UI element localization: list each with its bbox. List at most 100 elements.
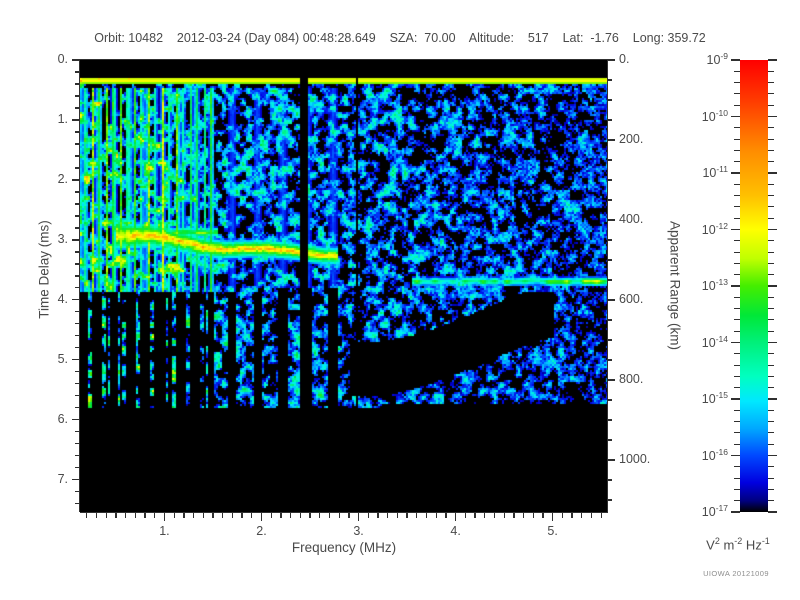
y-tick-minor bbox=[75, 443, 80, 445]
header-metadata-line: Orbit: 10482 2012-03-24 (Day 084) 00:48:… bbox=[94, 31, 706, 45]
y2-tick-label: 0. bbox=[619, 52, 630, 66]
y-tick-minor bbox=[72, 179, 80, 181]
plot-top-border bbox=[80, 59, 608, 61]
colorbar-tick-minor bbox=[734, 104, 740, 106]
y2-tick-label: 1000. bbox=[619, 452, 651, 466]
y-tick-minor bbox=[75, 71, 80, 73]
y-tick-minor bbox=[72, 479, 80, 481]
x-tick-minor bbox=[493, 512, 496, 518]
y2-tick-minor bbox=[607, 319, 612, 321]
colorbar-tick-minor bbox=[768, 82, 774, 84]
x-tick-minor bbox=[552, 512, 554, 521]
colorbar-tick-minor bbox=[734, 70, 740, 72]
x-tick-minor bbox=[387, 512, 389, 518]
y-tick-minor bbox=[75, 263, 80, 265]
x-tick-minor bbox=[173, 512, 175, 518]
colorbar-tick-minor bbox=[768, 353, 774, 355]
y2-tick-label: 400. bbox=[619, 212, 644, 226]
colorbar-tick bbox=[731, 341, 740, 344]
x-tick-minor bbox=[338, 512, 340, 518]
colorbar-tick-minor bbox=[768, 138, 774, 140]
y-tick-minor bbox=[75, 347, 80, 349]
colorbar-tick-minor bbox=[734, 149, 740, 151]
colorbar-tick bbox=[768, 511, 777, 513]
y-tick-minor bbox=[75, 491, 80, 493]
colorbar-tick-minor bbox=[768, 296, 774, 298]
x-tick-minor bbox=[357, 512, 360, 521]
x-tick-minor bbox=[154, 512, 156, 518]
colorbar-tick-minor bbox=[768, 364, 774, 366]
colorbar-tick bbox=[731, 285, 740, 287]
y2-tick-minor bbox=[607, 79, 612, 81]
y2-tick-minor bbox=[607, 179, 612, 181]
colorbar-tick-minor bbox=[768, 93, 774, 95]
x-tick-minor bbox=[144, 512, 146, 518]
colorbar-tick-minor bbox=[734, 240, 740, 242]
x-tick-minor bbox=[192, 512, 195, 518]
colorbar-tick-minor bbox=[768, 217, 774, 219]
y2-tick-label: 600. bbox=[619, 292, 644, 306]
x-tick-minor bbox=[425, 512, 428, 518]
colorbar-tick bbox=[768, 398, 777, 400]
x-tick-minor bbox=[299, 512, 301, 518]
colorbar-tick-minor bbox=[734, 330, 740, 332]
y-tick-minor bbox=[75, 371, 80, 373]
colorbar-tick-minor bbox=[734, 127, 740, 129]
colorbar-tick-minor bbox=[768, 319, 774, 321]
y-tick-minor bbox=[75, 395, 80, 397]
colorbar-tick-minor bbox=[734, 296, 740, 298]
x-tick-minor bbox=[377, 512, 379, 518]
y-tick-minor bbox=[72, 59, 80, 61]
x-tick-label: 5. bbox=[547, 524, 558, 538]
y-tick-minor bbox=[75, 167, 80, 169]
y-tick-minor bbox=[75, 251, 80, 253]
x-tick-minor bbox=[406, 512, 408, 518]
colorbar-tick-label: 10-13 bbox=[701, 277, 728, 294]
colorbar-tick-minor bbox=[734, 500, 740, 502]
y-tick-label: 3. bbox=[57, 231, 68, 246]
y2-tick-minor bbox=[607, 279, 612, 281]
colorbar-tick-minor bbox=[768, 477, 774, 479]
colorbar-tick-minor bbox=[768, 330, 774, 332]
y-tick-label: 2. bbox=[57, 171, 68, 186]
colorbar-tick bbox=[731, 511, 740, 513]
colorbar-tick-minor bbox=[768, 206, 774, 208]
colorbar-tick-minor bbox=[734, 375, 740, 377]
colorbar-tick-minor bbox=[768, 308, 774, 310]
y-tick-minor bbox=[72, 119, 80, 121]
y2-tick-minor bbox=[607, 399, 612, 401]
x-tick-minor bbox=[513, 512, 515, 518]
colorbar-tick-label: 10-9 bbox=[706, 51, 728, 68]
y-tick-minor bbox=[75, 143, 80, 145]
y2-tick-minor bbox=[607, 159, 612, 161]
colorbar-tick-minor bbox=[768, 149, 774, 151]
y-tick-minor bbox=[72, 299, 80, 301]
y2-tick-minor bbox=[607, 339, 612, 341]
x-tick-minor bbox=[270, 512, 272, 518]
colorbar-tick bbox=[731, 398, 740, 400]
x-tick-minor bbox=[542, 512, 544, 518]
y-tick-minor bbox=[75, 83, 80, 85]
colorbar-tick bbox=[731, 228, 740, 231]
y2-tick-label: 800. bbox=[619, 372, 644, 386]
y2-tick-minor bbox=[607, 239, 612, 241]
y2-tick-minor bbox=[607, 479, 612, 481]
colorbar-tick-minor bbox=[734, 488, 740, 490]
colorbar-tick-label: 10-14 bbox=[701, 333, 728, 350]
x-tick-minor bbox=[328, 512, 331, 518]
colorbar-tick-minor bbox=[734, 274, 740, 276]
colorbar-tick-minor bbox=[768, 127, 774, 129]
y-tick-minor bbox=[75, 467, 80, 469]
y2-tick-minor bbox=[607, 219, 615, 221]
y2-tick-minor bbox=[607, 359, 612, 361]
x-tick-minor bbox=[212, 512, 214, 518]
colorbar-tick bbox=[768, 59, 777, 61]
colorbar-tick-label: 10-15 bbox=[701, 390, 728, 407]
y-tick-minor bbox=[75, 215, 80, 217]
y-axis-left-line bbox=[79, 60, 81, 512]
colorbar-tick-minor bbox=[768, 262, 774, 264]
y-tick-minor bbox=[72, 239, 80, 241]
colorbar-tick-minor bbox=[734, 183, 740, 185]
x-tick-minor bbox=[532, 512, 534, 518]
